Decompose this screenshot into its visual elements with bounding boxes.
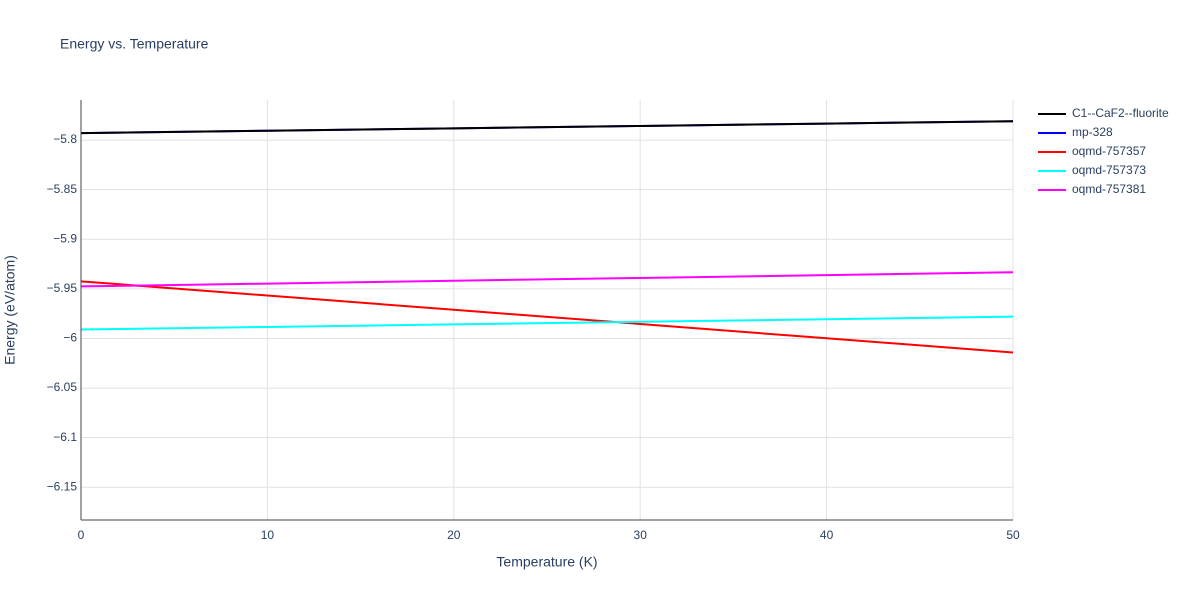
y-tick-label: −6 [63,331,77,345]
legend-label: mp-328 [1072,125,1113,139]
y-tick-label: −5.95 [47,281,78,295]
x-axis-title: Temperature (K) [496,554,597,570]
x-tick-label: 20 [447,528,461,542]
x-tick-label: 10 [261,528,275,542]
legend-label: oqmd-757381 [1072,182,1146,196]
series-line [80,271,1014,288]
y-tick-label: −6.15 [47,479,78,493]
legend-label: C1--CaF2--fluorite [1072,106,1169,120]
y-tick-label: −5.8 [53,132,77,146]
legend: C1--CaF2--fluorite mp-328 oqmd-757357 oqmd-… [1038,106,1169,196]
y-tick-label: −5.9 [53,231,77,245]
y-tick-label: −5.85 [47,182,78,196]
y-axis-title: Energy (eV/atom) [2,255,18,365]
x-tick-label: 0 [78,528,85,542]
y-tick-label: −6.05 [47,380,78,394]
grid [80,100,1014,520]
x-tick-label: 30 [634,528,648,542]
x-tick-label: 40 [820,528,834,542]
series-line [80,120,1014,135]
legend-label: oqmd-757357 [1072,144,1146,158]
y-tick-label: −6.1 [53,430,77,444]
legend-label: oqmd-757373 [1072,163,1146,177]
series-line [80,280,1014,354]
chart-title: Energy vs. Temperature [60,36,209,52]
x-tick-label: 50 [1006,528,1020,542]
series-line [80,315,1014,331]
plot-area [80,120,1014,354]
